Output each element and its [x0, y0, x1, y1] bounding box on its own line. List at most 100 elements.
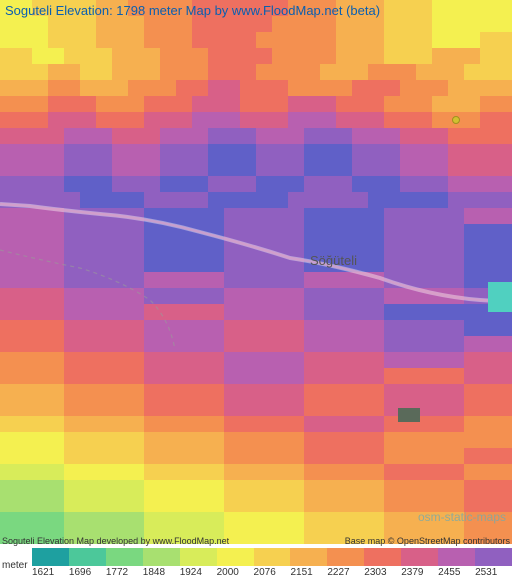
- elevation-cell: [288, 496, 304, 512]
- elevation-cell: [480, 480, 496, 496]
- elevation-cell: [416, 224, 432, 240]
- elevation-cell: [160, 272, 176, 288]
- elevation-cell: [432, 160, 448, 176]
- elevation-cell: [128, 432, 144, 448]
- elevation-cell: [464, 80, 480, 96]
- elevation-cell: [352, 304, 368, 320]
- elevation-cell: [80, 48, 96, 64]
- elevation-cell: [384, 224, 400, 240]
- elevation-cell: [480, 448, 496, 464]
- elevation-cell: [448, 336, 464, 352]
- elevation-cell: [16, 96, 32, 112]
- elevation-cell: [496, 32, 512, 48]
- legend-value: 2379: [401, 567, 423, 578]
- elevation-cell: [464, 288, 480, 304]
- elevation-cell: [96, 384, 112, 400]
- elevation-cell: [64, 448, 80, 464]
- elevation-cell: [256, 128, 272, 144]
- elevation-cell: [96, 256, 112, 272]
- elevation-cell: [0, 240, 16, 256]
- elevation-cell: [432, 464, 448, 480]
- elevation-cell: [176, 144, 192, 160]
- legend-step: 2303: [364, 548, 401, 578]
- elevation-cell: [16, 224, 32, 240]
- elevation-cell: [176, 272, 192, 288]
- elevation-cell: [80, 416, 96, 432]
- elevation-cell: [368, 192, 384, 208]
- elevation-cell: [480, 336, 496, 352]
- elevation-cell: [160, 336, 176, 352]
- elevation-cell: [368, 304, 384, 320]
- elevation-cell: [272, 160, 288, 176]
- elevation-cell: [112, 64, 128, 80]
- elevation-cell: [80, 32, 96, 48]
- legend-step: 2379: [401, 548, 438, 578]
- elevation-cell: [240, 128, 256, 144]
- elevation-cell: [464, 272, 480, 288]
- elevation-cell: [240, 80, 256, 96]
- elevation-cell: [160, 208, 176, 224]
- elevation-cell: [352, 64, 368, 80]
- elevation-cell: [160, 320, 176, 336]
- elevation-cell: [384, 112, 400, 128]
- elevation-cell: [0, 112, 16, 128]
- legend-value: 2227: [327, 567, 349, 578]
- elevation-cell: [112, 320, 128, 336]
- elevation-cell: [128, 480, 144, 496]
- elevation-cell: [400, 160, 416, 176]
- elevation-cell: [80, 144, 96, 160]
- elevation-cell: [336, 272, 352, 288]
- elevation-cell: [320, 400, 336, 416]
- elevation-cell: [64, 480, 80, 496]
- elevation-cell: [432, 320, 448, 336]
- elevation-cell: [496, 368, 512, 384]
- elevation-cell: [240, 224, 256, 240]
- elevation-cell: [240, 352, 256, 368]
- elevation-cell: [192, 352, 208, 368]
- elevation-cell: [432, 80, 448, 96]
- elevation-cell: [416, 128, 432, 144]
- legend-step: 2227: [327, 548, 364, 578]
- elevation-cell: [416, 112, 432, 128]
- elevation-cell: [32, 480, 48, 496]
- elevation-cell: [128, 208, 144, 224]
- legend-swatch: [401, 548, 438, 566]
- elevation-cell: [208, 208, 224, 224]
- elevation-cell: [224, 128, 240, 144]
- elevation-cell: [96, 416, 112, 432]
- elevation-cell: [256, 160, 272, 176]
- elevation-cell: [128, 400, 144, 416]
- elevation-cell: [400, 112, 416, 128]
- elevation-cell: [48, 288, 64, 304]
- elevation-cell: [0, 512, 16, 528]
- elevation-cell: [192, 432, 208, 448]
- elevation-cell: [32, 368, 48, 384]
- elevation-cell: [208, 384, 224, 400]
- elevation-cell: [128, 320, 144, 336]
- elevation-cell: [320, 384, 336, 400]
- elevation-cell: [96, 480, 112, 496]
- elevation-cell: [240, 496, 256, 512]
- elevation-cell: [128, 464, 144, 480]
- elevation-cell: [256, 64, 272, 80]
- elevation-cell: [48, 176, 64, 192]
- elevation-cell: [496, 160, 512, 176]
- elevation-cell: [48, 48, 64, 64]
- elevation-cell: [128, 448, 144, 464]
- legend-steps: 1621169617721848192420002076215122272303…: [32, 548, 512, 582]
- elevation-cell: [224, 32, 240, 48]
- elevation-cell: [208, 304, 224, 320]
- elevation-cell: [224, 160, 240, 176]
- elevation-cell: [400, 240, 416, 256]
- elevation-cell: [368, 96, 384, 112]
- elevation-cell: [112, 224, 128, 240]
- elevation-cell: [464, 112, 480, 128]
- elevation-cell: [448, 240, 464, 256]
- elevation-cell: [64, 416, 80, 432]
- elevation-cell: [352, 496, 368, 512]
- footer-attribution-left: Soguteli Elevation Map developed by www.…: [2, 536, 229, 546]
- elevation-cell: [256, 416, 272, 432]
- elevation-cell: [176, 496, 192, 512]
- elevation-cell: [304, 336, 320, 352]
- elevation-cell: [96, 496, 112, 512]
